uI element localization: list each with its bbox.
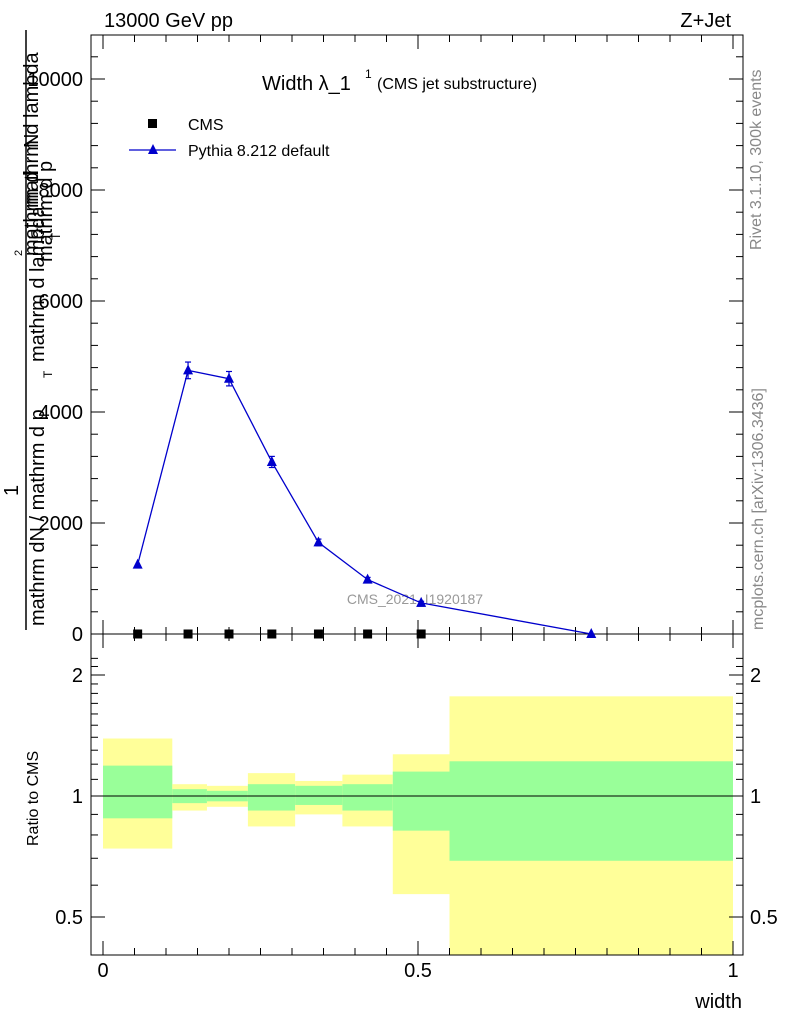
legend-marker-pythia [148,144,158,154]
process-label: Z+Jet [680,10,731,32]
main-title-text: Width λ_1 [262,73,351,95]
energy-label: 13000 GeV pp [104,10,233,32]
ratio-band-green [449,761,733,861]
cms-data-point [133,629,143,639]
ratio-x-tick-label: 0.5 [404,960,432,982]
main-y-tick-label: 6000 [39,291,84,313]
main-y-tick-label: 8000 [39,180,84,202]
ratio-band-green [342,784,393,811]
pythia-data-point [586,628,597,638]
ratio-xlabel: width [694,991,742,1013]
main-ylabel: 1 mathrm d 2 N mathrm dN / mathrm d p T … [1,30,63,630]
cms-data-point [224,629,234,639]
cms-data-point [363,629,373,639]
pythia-data-point [313,536,324,547]
ratio-band-green [392,771,450,831]
ratio-x-tick-label: 0 [97,960,108,982]
legend: CMS Pythia 8.212 default [129,117,330,160]
pythia-data-point [416,596,427,607]
legend-marker-cms [148,119,157,128]
ratio-band-green [295,785,343,805]
ylabel-denominator: mathrm dN / mathrm d p [27,409,49,626]
ratio-x-tick-label: 1 [727,960,738,982]
ratio-axes: 0.5 0.5 1 1 2 2 0 0.5 1 [55,633,778,982]
ylabel-denominator-b: mathrm d lambda [27,206,49,362]
cms-data-point [183,629,193,639]
ratio-band-green [247,784,296,811]
main-title-note: (CMS jet substructure) [377,76,537,93]
pythia-data-point [266,455,277,466]
ratio-y-tick-label-right: 1 [750,786,761,808]
ratio-y-tick-label-right: 2 [750,665,761,687]
watermark: CMS_2021_I1920187 [347,591,483,607]
ratio-y-tick-label: 0.5 [55,907,83,929]
rivet-label: Rivet 3.1.10, 300k events [748,69,765,250]
cms-data-point [416,629,426,639]
ratio-band-green [103,765,173,819]
pythia-line [137,369,592,635]
main-title-sup: 1 [365,67,372,81]
main-title: Width λ_1 1 (CMS jet substructure) [262,67,537,95]
ratio-y-tick-label: 2 [72,665,83,687]
ylabel-numerator-c: mathrm d p [35,161,57,262]
legend-label-pythia: Pythia 8.212 default [188,143,330,160]
main-y-tick-label: 4000 [39,402,84,424]
main-y-tick-label: 2000 [39,513,84,535]
ratio-ylabel: Ratio to CMS [25,751,42,846]
ratio-y-tick-label-right: 0.5 [750,907,778,929]
ratio-y-tick-label: 1 [72,786,83,808]
series-layer [132,361,597,639]
main-y-tick-label: 0 [72,624,83,646]
pythia-data-point [132,558,143,569]
pythia-data-point [224,372,234,383]
cms-data-point [313,629,323,639]
ratio-bands [91,696,743,955]
cms-data-point [267,629,277,639]
ylabel-numerator-sup: 2 [13,250,25,256]
mcplots-label: mcplots.cern.ch [arXiv:1306.3436] [750,388,767,630]
main-axes: 0 2000 4000 6000 8000 10000 [27,34,744,646]
pythia-data-point [183,364,194,375]
ylabel-numerator-sub: T [49,232,63,240]
pythia-data-point [362,573,373,584]
ylabel-denominator-sub: T [41,370,55,378]
legend-label-cms: CMS [188,117,224,134]
ylabel-one: 1 [1,485,23,496]
main-y-tick-label: 10000 [27,69,83,91]
